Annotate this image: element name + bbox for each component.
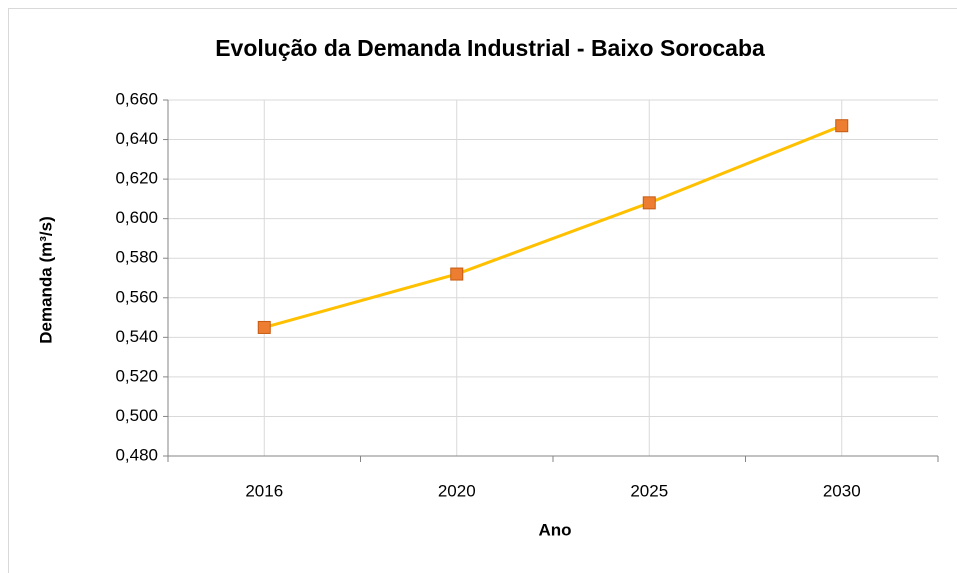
data-marker <box>257 320 271 334</box>
y-axis-label: Demanda (m³/s) <box>36 216 55 344</box>
y-tick-label: 0,660 <box>115 89 158 108</box>
chart-border <box>8 8 957 573</box>
y-tick-label: 0,580 <box>115 248 158 267</box>
y-tick-label: 0,520 <box>115 366 158 385</box>
chart-title: Evolução da Demanda Industrial - Baixo S… <box>215 35 765 61</box>
x-tick-label: 2020 <box>438 481 476 500</box>
y-tick-label: 0,540 <box>115 327 158 346</box>
y-tick-label: 0,500 <box>115 406 158 425</box>
y-tick-label: 0,560 <box>115 287 158 306</box>
x-tick-label: 2016 <box>245 481 283 500</box>
x-axis-label: Ano <box>538 520 571 539</box>
data-marker <box>642 196 656 210</box>
y-tick-label: 0,600 <box>115 208 158 227</box>
data-marker <box>450 267 464 281</box>
y-tick-label: 0,620 <box>115 169 158 188</box>
y-tick-label: 0,480 <box>115 445 158 464</box>
x-tick-label: 2025 <box>630 481 668 500</box>
x-tick-label: 2030 <box>823 481 861 500</box>
y-tick-label: 0,640 <box>115 129 158 148</box>
data-line <box>263 124 843 329</box>
data-marker <box>835 119 849 133</box>
